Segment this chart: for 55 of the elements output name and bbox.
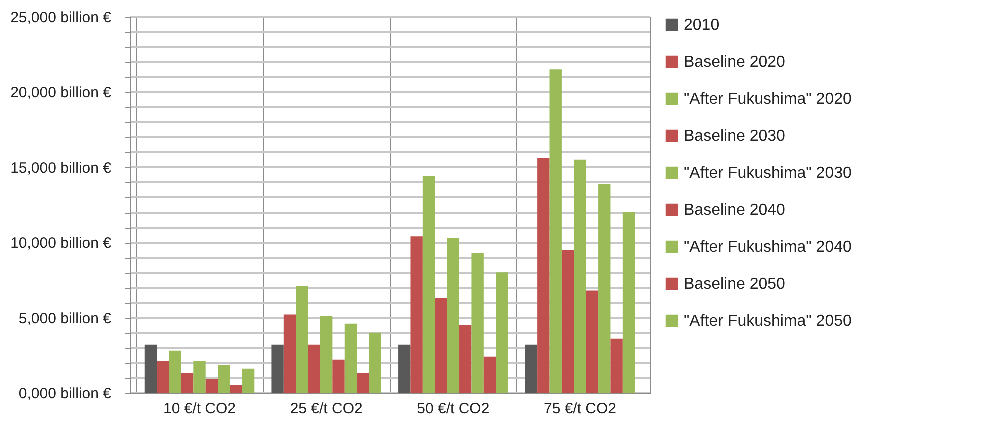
x-tick-label: 75 €/t CO2 — [544, 400, 617, 418]
y-tick-label: 10,000 billion € — [10, 235, 112, 252]
bar — [586, 290, 599, 393]
bar — [272, 344, 284, 393]
x-tick-label: 25 €/t CO2 — [290, 400, 363, 418]
bar — [357, 373, 370, 393]
bar — [181, 373, 194, 393]
legend-label: Baseline 2020 — [684, 54, 786, 71]
bar — [308, 344, 320, 393]
bar — [484, 356, 496, 393]
bar — [610, 338, 623, 393]
legend-label: Baseline 2050 — [684, 276, 786, 293]
bar — [344, 324, 358, 393]
bar — [230, 385, 242, 393]
bar — [144, 344, 158, 393]
legend-label: "After Fukushima" 2040 — [684, 239, 852, 256]
legend-label: "After Fukushima" 2030 — [684, 165, 852, 182]
y-tick-label: 0,000 billion € — [18, 386, 112, 402]
bar — [550, 70, 562, 393]
bar — [157, 361, 170, 393]
bar — [194, 361, 206, 393]
legend-label: Baseline 2040 — [684, 202, 786, 219]
bar — [398, 344, 411, 393]
bar — [410, 236, 423, 393]
y-tick-label: 15,000 billion € — [10, 160, 112, 177]
bar — [435, 298, 448, 393]
bar — [496, 272, 508, 393]
x-tick-label: 10 €/t CO2 — [163, 400, 236, 418]
bar — [598, 184, 611, 393]
y-tick-label: 25,000 billion € — [10, 10, 112, 26]
y-tick-label: 5,000 billion € — [18, 310, 112, 328]
bar — [206, 379, 218, 393]
bar — [574, 160, 586, 393]
bar — [332, 360, 345, 393]
legend-label: "After Fukushima" 2020 — [684, 91, 852, 108]
legend-label: "After Fukushima" 2050 — [684, 313, 852, 330]
legend-label: Baseline 2030 — [684, 128, 786, 145]
bar — [422, 176, 436, 393]
bar — [562, 250, 574, 393]
bar — [525, 344, 538, 393]
y-tick-label: 20,000 billion € — [10, 84, 112, 102]
bar — [242, 368, 255, 393]
bar — [284, 314, 296, 393]
bar — [369, 332, 382, 393]
x-tick-label: 50 €/t CO2 — [417, 400, 490, 418]
bar — [538, 158, 550, 393]
bar — [447, 238, 460, 393]
bar — [472, 253, 484, 393]
bar — [460, 325, 472, 393]
bar — [169, 350, 182, 393]
bar — [218, 365, 230, 393]
bar — [296, 286, 308, 393]
bar — [320, 316, 333, 393]
bar — [622, 212, 636, 393]
legend-label: 2010 — [684, 17, 720, 34]
